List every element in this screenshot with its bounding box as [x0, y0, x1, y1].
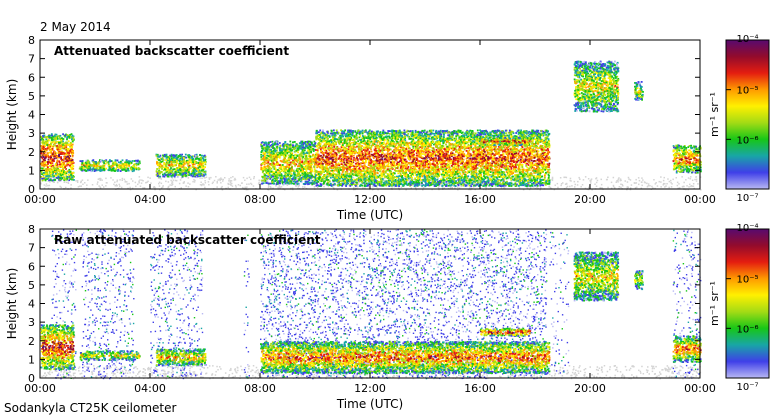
y-tick-label: 1 [28, 164, 35, 177]
y-tick-label: 4 [28, 109, 35, 122]
colorbar-tick-label: 10⁻⁵ [736, 275, 758, 286]
colorbar-gradient [726, 40, 769, 189]
x-tick-label: 20:00 [574, 382, 606, 395]
panel-title: Attenuated backscatter coefficient [54, 44, 289, 58]
colorbar: 10⁻⁷ 10⁻⁶ 10⁻⁵ 10⁻⁴ [726, 223, 769, 393]
colorbar: 10⁻⁷ 10⁻⁶ 10⁻⁵ 10⁻⁴ [726, 34, 769, 204]
y-tick-label: 1 [28, 353, 35, 366]
colorbar-tick-label: 10⁻⁷ [736, 193, 758, 204]
x-tick-label: 12:00 [354, 193, 386, 206]
y-tick-label: 2 [28, 146, 35, 159]
colorbar-tick-label: 10⁻⁴ [736, 223, 758, 234]
y-tick-label: 5 [28, 90, 35, 103]
x-tick-label: 08:00 [244, 193, 276, 206]
x-tick-label: 12:00 [354, 382, 386, 395]
y-tick-label: 6 [28, 71, 35, 84]
backscatter-field [40, 40, 702, 191]
x-tick-label: 04:00 [134, 382, 166, 395]
backscatter-field [40, 229, 702, 380]
y-tick-label: 3 [28, 127, 35, 140]
colorbar-tick-label: 10⁻⁴ [736, 34, 758, 45]
x-tick-label: 00:00 [24, 193, 56, 206]
panel-title: Raw attenuated backscatter coefficient [54, 233, 321, 247]
instrument-label: Sodankyla CT25K ceilometer [4, 401, 176, 415]
y-tick-label: 7 [28, 53, 35, 66]
x-axis-label: Time (UTC) [336, 208, 403, 222]
colorbar-tick-label: 10⁻⁵ [736, 86, 758, 97]
panel-raw: Raw attenuated backscatter coefficient 0… [5, 223, 769, 411]
x-tick-label: 00:00 [684, 193, 716, 206]
x-tick-label: 16:00 [464, 382, 496, 395]
x-tick-label: 20:00 [574, 193, 606, 206]
y-axis-label: Height (km) [5, 268, 19, 339]
colorbar-gradient [726, 229, 769, 378]
y-tick-label: 2 [28, 335, 35, 348]
y-tick-label: 6 [28, 260, 35, 273]
x-tick-label: 00:00 [24, 382, 56, 395]
x-tick-label: 00:00 [684, 382, 716, 395]
panel-attenuated: Attenuated backscatter coefficient 01234… [5, 34, 769, 222]
colorbar-label: m⁻¹ sr⁻¹ [708, 281, 721, 326]
colorbar-label: m⁻¹ sr⁻¹ [708, 92, 721, 137]
y-tick-label: 8 [28, 34, 35, 47]
y-tick-label: 7 [28, 242, 35, 255]
y-tick-label: 5 [28, 279, 35, 292]
y-tick-label: 8 [28, 223, 35, 236]
y-tick-label: 3 [28, 316, 35, 329]
colorbar-tick-label: 10⁻⁶ [736, 135, 758, 146]
colorbar-tick-label: 10⁻⁷ [736, 382, 758, 393]
x-axis-label: Time (UTC) [336, 397, 403, 411]
backscatter-layer [480, 137, 531, 146]
colorbar-tick-label: 10⁻⁶ [736, 324, 758, 335]
y-axis-label: Height (km) [5, 79, 19, 150]
x-tick-label: 08:00 [244, 382, 276, 395]
backscatter-layer [673, 335, 702, 363]
y-tick-label: 4 [28, 298, 35, 311]
x-tick-label: 16:00 [464, 193, 496, 206]
x-tick-label: 04:00 [134, 193, 166, 206]
backscatter-layer [40, 324, 75, 370]
